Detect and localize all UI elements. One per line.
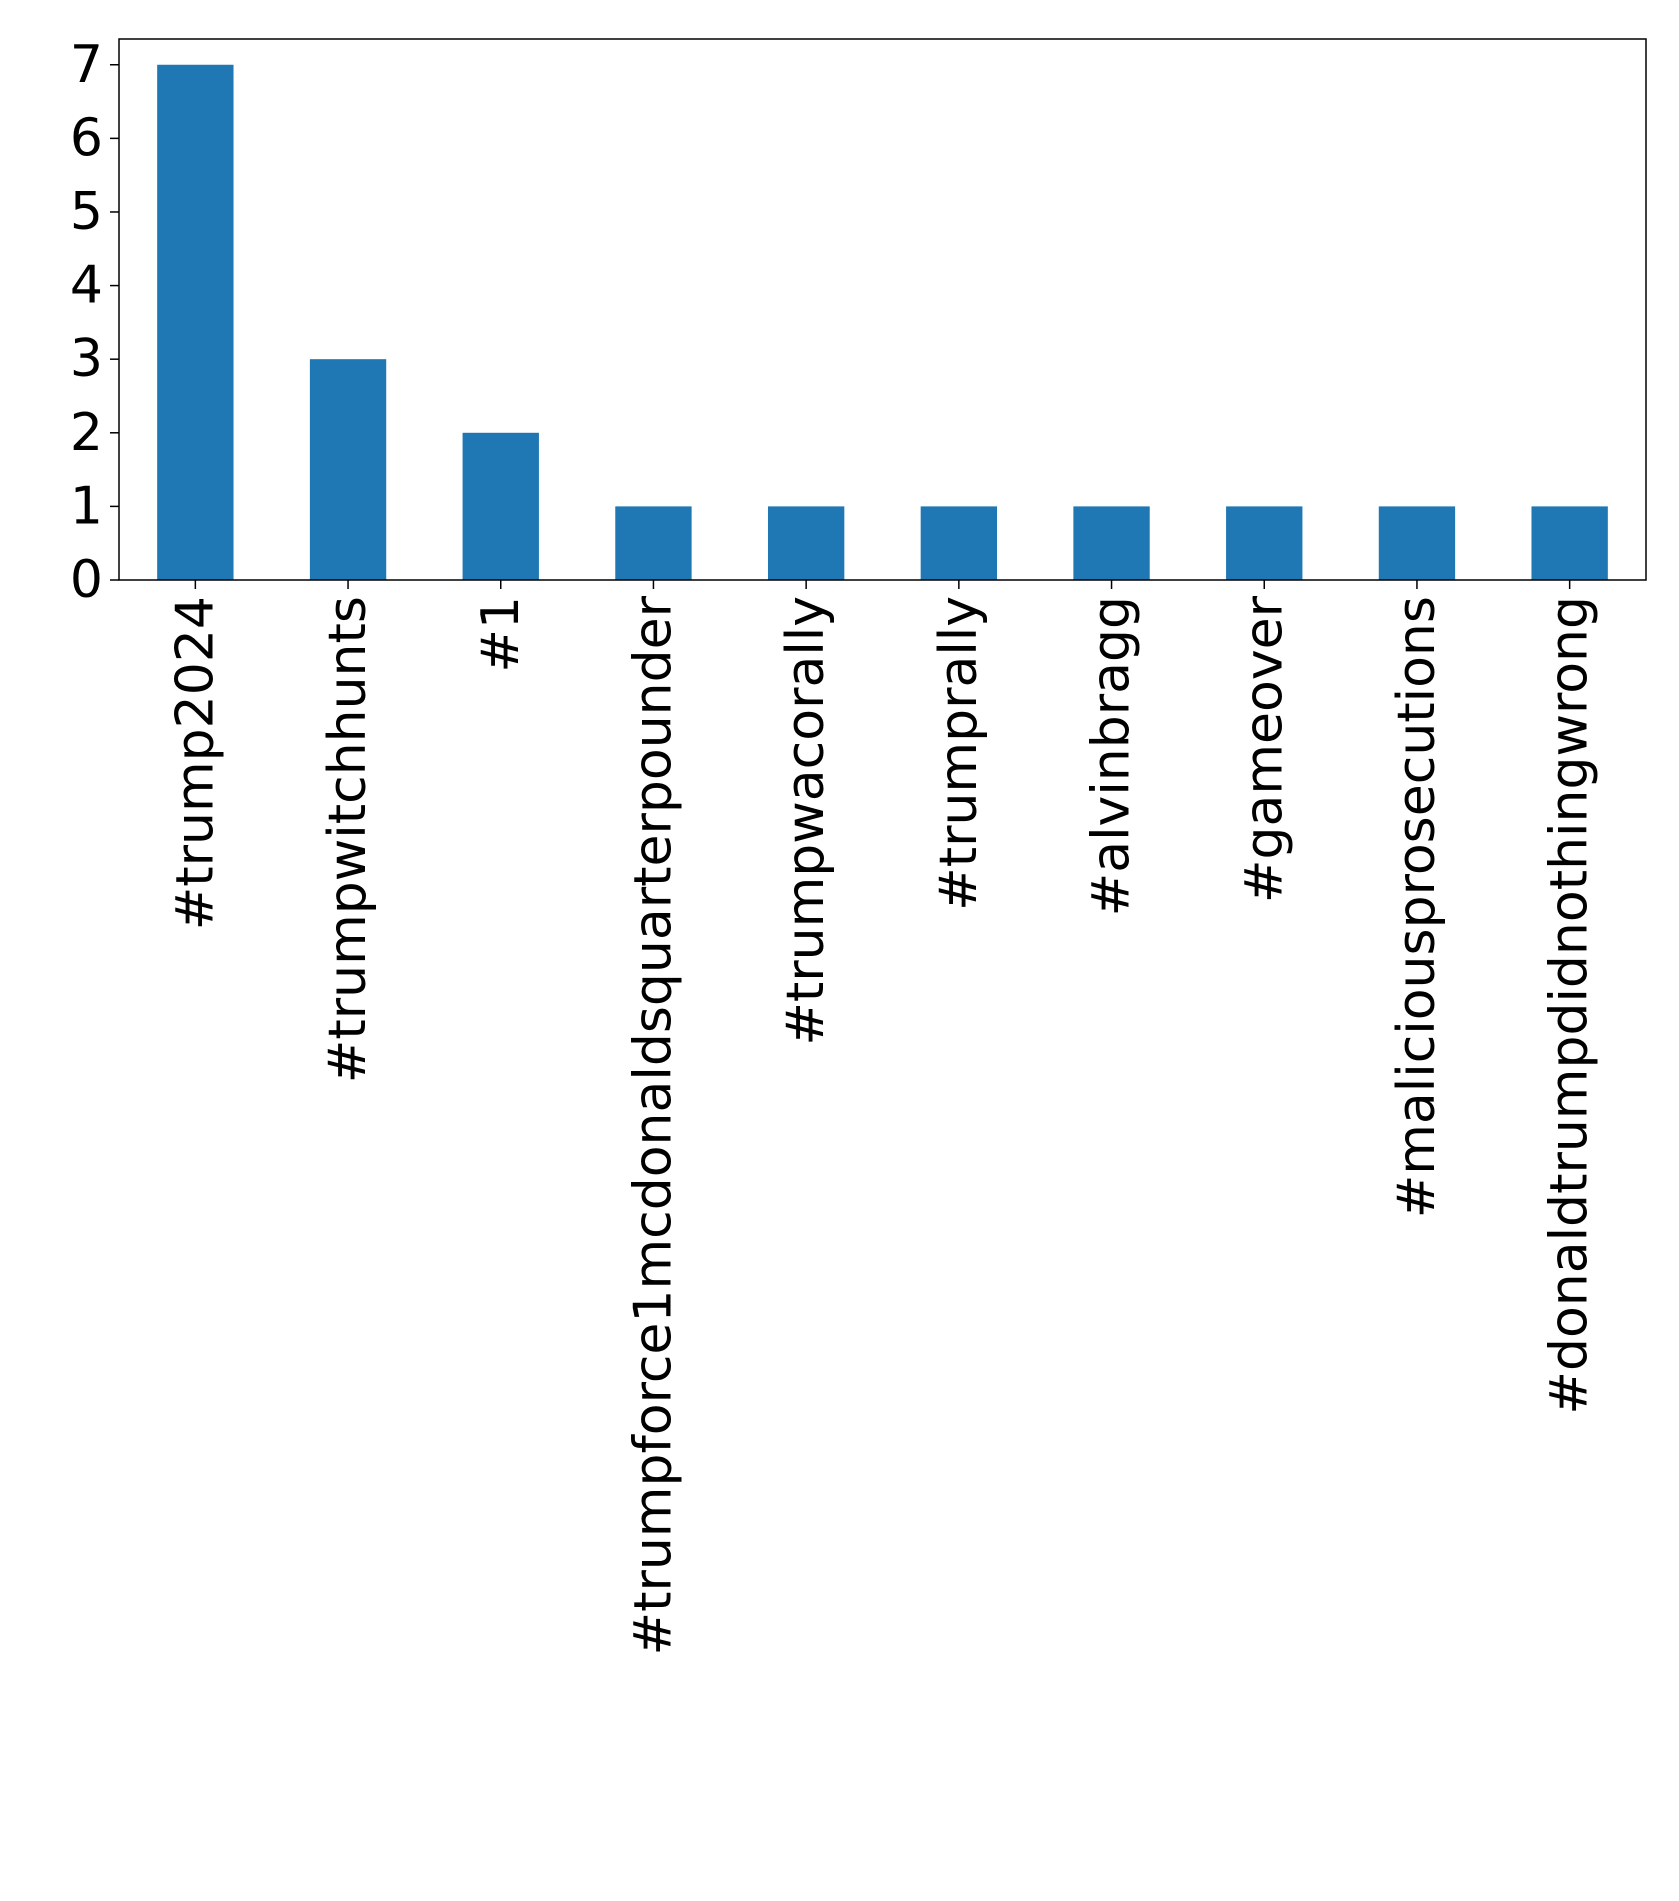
bar-1 xyxy=(309,359,387,580)
bar-3 xyxy=(615,506,692,580)
x-tick-label-0: #trump2024 xyxy=(165,596,225,930)
x-tick-label-2: #1 xyxy=(471,596,531,673)
y-tick-label-0: 0 xyxy=(70,550,103,610)
bar-4 xyxy=(767,506,845,580)
bar-0 xyxy=(157,64,234,580)
y-tick-label-4: 4 xyxy=(70,256,103,316)
x-tick-label-8: #maliciousprosecutions xyxy=(1387,596,1447,1218)
x-tick-label-5: #trumprally xyxy=(929,596,989,911)
x-tick-label-7: #gameover xyxy=(1234,595,1294,903)
x-tick-label-1: #trumpwitchhunts xyxy=(318,596,378,1083)
x-tick-label-6: #alvinbragg xyxy=(1082,596,1142,916)
y-tick-label-1: 1 xyxy=(70,476,103,536)
bars-group xyxy=(157,64,1608,580)
y-tick-label-3: 3 xyxy=(70,329,103,389)
y-tick-label-5: 5 xyxy=(70,182,103,242)
y-axis-ticks: 0 1 2 3 4 5 6 7 xyxy=(70,35,119,610)
bar-2 xyxy=(462,432,539,580)
bar-8 xyxy=(1378,506,1456,580)
y-tick-label-6: 6 xyxy=(70,108,103,168)
y-tick-label-2: 2 xyxy=(70,403,103,463)
bar-9 xyxy=(1531,506,1608,580)
x-tick-label-4: #trumpwacorally xyxy=(776,596,836,1046)
bar-6 xyxy=(1073,506,1150,580)
plot-frame xyxy=(118,38,1647,581)
bar-5 xyxy=(920,506,998,580)
x-tick-label-9: #donaldtrumpdidnothingwrong xyxy=(1540,596,1600,1415)
x-tick-label-3: #trumpforce1mcdonaldsquarterpounder xyxy=(623,595,683,1655)
x-axis-ticks: #trump2024 #trumpwitchhunts #1 #trumpforce1… xyxy=(165,580,1600,1656)
bar-7 xyxy=(1226,506,1303,580)
y-tick-label-7: 7 xyxy=(70,35,103,95)
